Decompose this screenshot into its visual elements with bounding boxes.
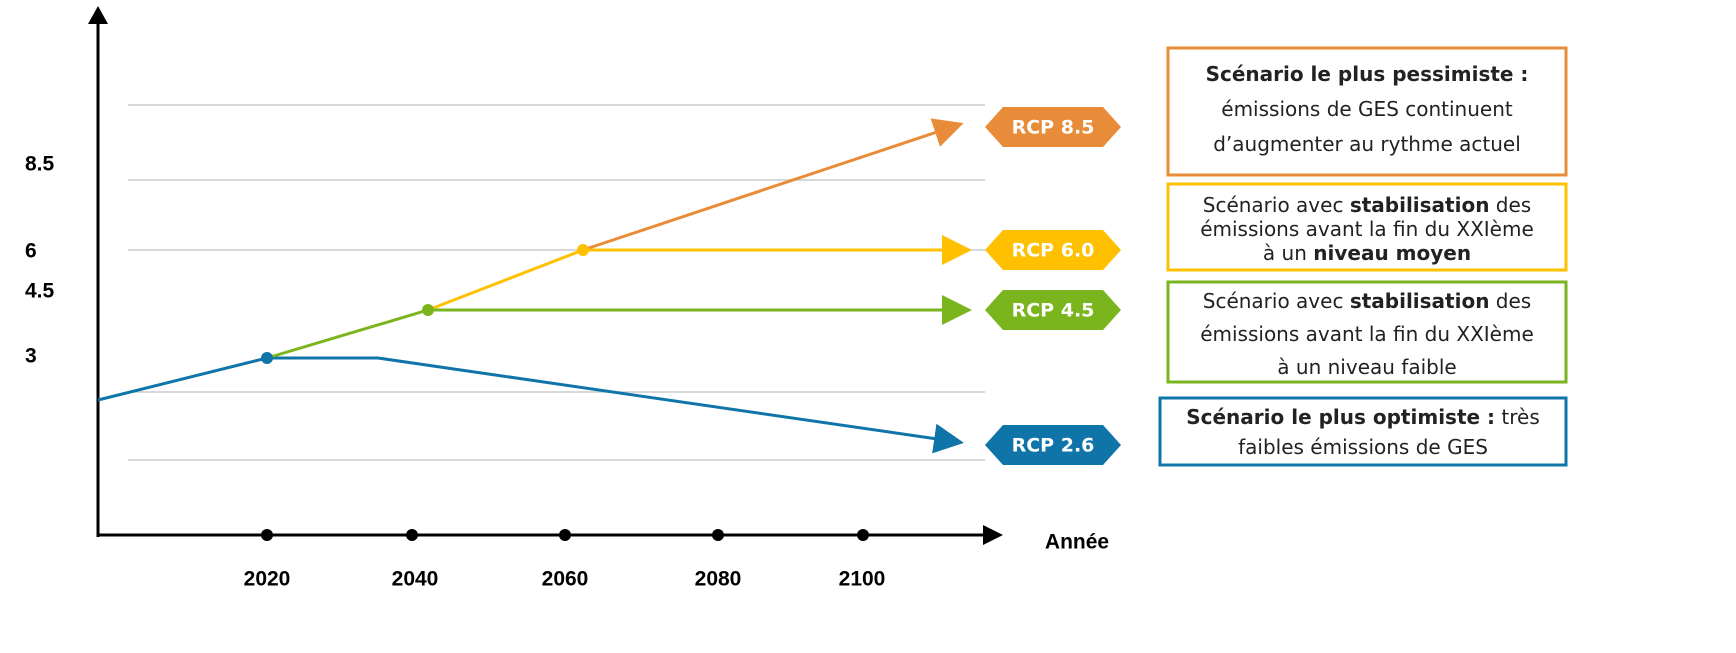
scenario-box bbox=[1166, 280, 1568, 384]
y-label: 4.5 bbox=[25, 280, 55, 303]
box-text: stabilisation bbox=[1350, 289, 1490, 313]
scenario-box bbox=[1158, 396, 1568, 467]
scenario-box bbox=[1166, 46, 1568, 177]
box-line: Scénario avec stabilisation des bbox=[1203, 289, 1531, 313]
box-text: émissions avant la fin du XXIème bbox=[1200, 217, 1534, 241]
box-line: faibles émissions de GES bbox=[1238, 435, 1488, 459]
box-line: Scénario le plus optimiste : très bbox=[1186, 405, 1540, 429]
tag-label: RCP 2.6 bbox=[1012, 435, 1095, 457]
y-label: 3 bbox=[25, 345, 37, 368]
box-text: Scénario le plus optimiste : bbox=[1186, 405, 1495, 429]
tag-shape bbox=[985, 230, 1121, 270]
box-text: émissions de GES continuent bbox=[1221, 97, 1513, 121]
tag-label: RCP 4.5 bbox=[1012, 300, 1095, 322]
x-label: 2100 bbox=[839, 568, 886, 591]
x-axis-label: Année bbox=[1045, 531, 1109, 554]
box-text: des bbox=[1489, 289, 1531, 313]
grid bbox=[128, 104, 985, 461]
box-line: émissions avant la fin du XXIème bbox=[1200, 217, 1534, 241]
box-text: émissions avant la fin du XXIème bbox=[1200, 322, 1534, 346]
x-label: 2020 bbox=[244, 568, 291, 591]
x-dots bbox=[261, 529, 869, 541]
box-text: d’augmenter au rythme actuel bbox=[1213, 132, 1521, 156]
x-label: 2040 bbox=[392, 568, 439, 591]
box-text: des bbox=[1489, 193, 1531, 217]
tag-shape bbox=[985, 107, 1121, 147]
tag-label: RCP 8.5 bbox=[1012, 117, 1095, 139]
box-text: très bbox=[1495, 405, 1540, 429]
y-label: 6 bbox=[25, 240, 37, 263]
scenario-lines bbox=[97, 118, 972, 454]
box-line: à un niveau faible bbox=[1277, 355, 1456, 379]
box-line: Scénario avec stabilisation des bbox=[1203, 193, 1531, 217]
scenario-box bbox=[1166, 182, 1568, 272]
box-text: stabilisation bbox=[1350, 193, 1490, 217]
box-line: à un niveau moyen bbox=[1263, 241, 1471, 265]
box-line: émissions de GES continuent bbox=[1221, 97, 1513, 121]
tag-label: RCP 6.0 bbox=[1012, 240, 1095, 262]
box-line: émissions avant la fin du XXIème bbox=[1200, 322, 1534, 346]
box-line: d’augmenter au rythme actuel bbox=[1213, 132, 1521, 156]
box-text: niveau moyen bbox=[1313, 241, 1471, 265]
axes bbox=[88, 6, 1003, 545]
tag-shape bbox=[985, 290, 1121, 330]
box-text: à un bbox=[1263, 241, 1313, 265]
x-label: 2080 bbox=[695, 568, 742, 591]
box-text: Scénario avec bbox=[1203, 289, 1350, 313]
box-text: faibles émissions de GES bbox=[1238, 435, 1488, 459]
tag-shape bbox=[985, 425, 1121, 465]
y-label: 8.5 bbox=[25, 153, 55, 176]
x-label: 2060 bbox=[542, 568, 589, 591]
box-text: à un niveau faible bbox=[1277, 355, 1456, 379]
box-text: Scénario le plus pessimiste : bbox=[1206, 62, 1529, 86]
box-text: Scénario avec bbox=[1203, 193, 1350, 217]
box-line: Scénario le plus pessimiste : bbox=[1206, 62, 1529, 86]
